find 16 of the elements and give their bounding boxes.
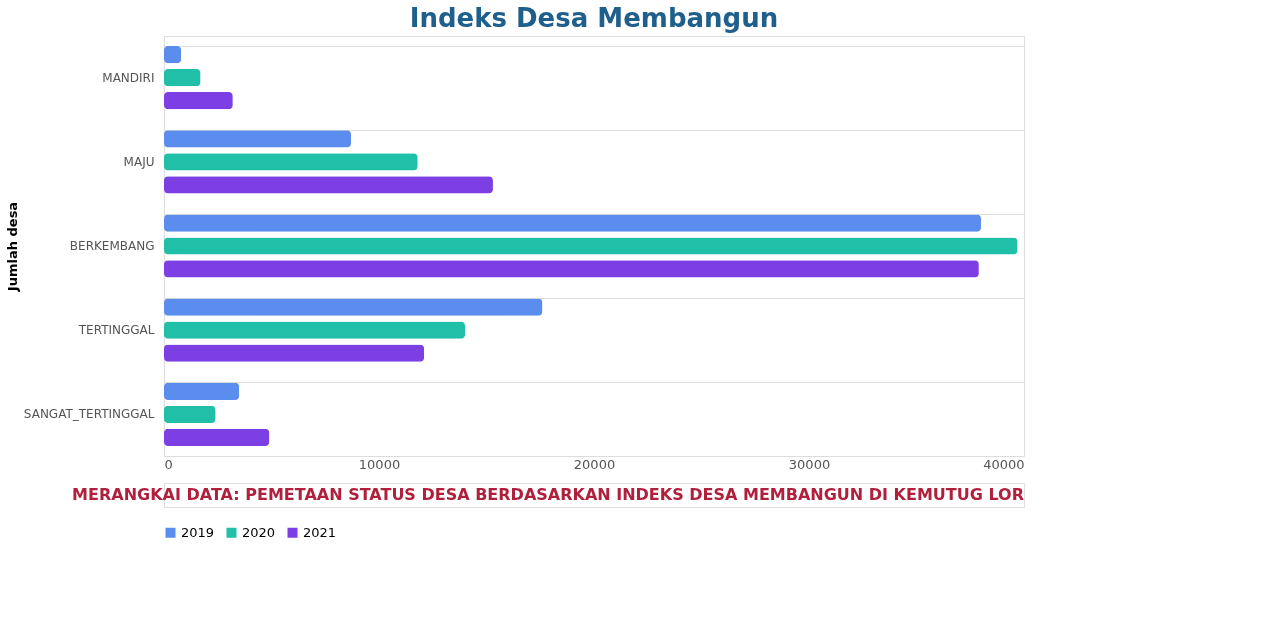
legend-label: 2020 bbox=[242, 524, 276, 540]
y-tick-label: BERKEMBANG bbox=[69, 239, 155, 253]
y-tick-label: TERTINGGAL bbox=[77, 323, 155, 338]
text: MERANGKAI DATA: PEMETAAN STATUS DESA BERDASARKAN INDEKS DESA MEMBANGUN DI KEMUTUG LOR bbox=[72, 485, 1024, 504]
y-tick-label: SANGAT_TERTINGGAL bbox=[23, 407, 155, 422]
y-axis-title: Jumlah desa bbox=[4, 201, 20, 293]
chart-title: Indeks Desa Membangun bbox=[409, 3, 779, 33]
x-tick-label: 0 bbox=[164, 456, 173, 472]
x-tick-label: 20000 bbox=[573, 456, 616, 472]
y-tick-label: MANDIRI bbox=[102, 70, 155, 85]
y-tick-label: MAJU bbox=[123, 154, 155, 169]
legend-label: 2019 bbox=[181, 524, 215, 540]
legend-label: 2021 bbox=[303, 524, 337, 540]
x-tick-label: 40000 bbox=[983, 456, 1025, 472]
x-tick-label: 30000 bbox=[788, 456, 831, 472]
x-tick-label: 10000 bbox=[358, 456, 401, 472]
